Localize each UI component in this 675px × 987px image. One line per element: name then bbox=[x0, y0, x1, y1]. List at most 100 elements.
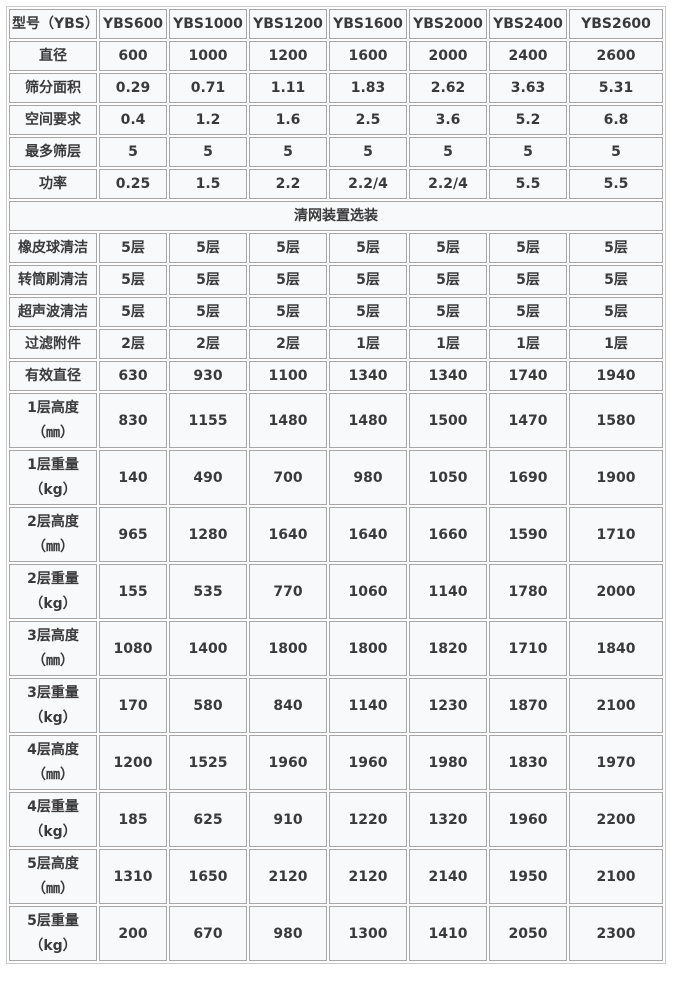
header-cell: YBS600 bbox=[99, 9, 167, 39]
table-row: 2层高度 （㎜） 965 1280 1640 1640 1660 1590 1710 bbox=[9, 507, 663, 562]
row-label-unit: （㎜） bbox=[32, 538, 74, 555]
table-row: 最多筛层 5 5 5 5 5 5 5 bbox=[9, 137, 663, 167]
header-row: 型号（YBS） YBS600 YBS1000 YBS1200 YBS1600 YBS200… bbox=[9, 9, 663, 39]
value-cell: 5层 bbox=[329, 265, 407, 295]
table-row: 橡皮球清洁 5层 5层 5层 5层 5层 5层 5层 bbox=[9, 233, 663, 263]
value-cell: 1640 bbox=[329, 507, 407, 562]
value-cell: 3.6 bbox=[409, 105, 487, 135]
row-label: 有效直径 bbox=[9, 361, 97, 391]
row-label: 3层重量 （kg） bbox=[9, 678, 97, 733]
value-cell: 5 bbox=[569, 137, 663, 167]
row-label-main: 3层重量 bbox=[27, 684, 79, 701]
value-cell: 5.2 bbox=[489, 105, 567, 135]
row-label: 筛分面积 bbox=[9, 73, 97, 103]
value-cell: 1层 bbox=[329, 329, 407, 359]
value-cell: 1080 bbox=[99, 621, 167, 676]
value-cell: 1050 bbox=[409, 450, 487, 505]
value-cell: 1200 bbox=[99, 735, 167, 790]
value-cell: 1660 bbox=[409, 507, 487, 562]
row-label: 4层高度 （㎜） bbox=[9, 735, 97, 790]
value-cell: 490 bbox=[169, 450, 247, 505]
value-cell: 1470 bbox=[489, 393, 567, 448]
value-cell: 965 bbox=[99, 507, 167, 562]
value-cell: 1140 bbox=[329, 678, 407, 733]
row-label: 直径 bbox=[9, 41, 97, 71]
value-cell: 2050 bbox=[489, 906, 567, 961]
value-cell: 5 bbox=[249, 137, 327, 167]
value-cell: 1525 bbox=[169, 735, 247, 790]
row-label-main: 1层高度 bbox=[27, 399, 79, 416]
header-cell: YBS2000 bbox=[409, 9, 487, 39]
value-cell: 1780 bbox=[489, 564, 567, 619]
section-title: 清网装置选装 bbox=[9, 201, 663, 231]
row-label-main: 2层重量 bbox=[27, 570, 79, 587]
value-cell: 1100 bbox=[249, 361, 327, 391]
value-cell: 2120 bbox=[249, 849, 327, 904]
value-cell: 1800 bbox=[249, 621, 327, 676]
row-label: 3层高度 （㎜） bbox=[9, 621, 97, 676]
value-cell: 5层 bbox=[489, 265, 567, 295]
value-cell: 1580 bbox=[569, 393, 663, 448]
value-cell: 5 bbox=[329, 137, 407, 167]
value-cell: 1600 bbox=[329, 41, 407, 71]
value-cell: 670 bbox=[169, 906, 247, 961]
row-label-main: 4层高度 bbox=[27, 741, 79, 758]
value-cell: 1480 bbox=[329, 393, 407, 448]
value-cell: 1500 bbox=[409, 393, 487, 448]
value-cell: 2600 bbox=[569, 41, 663, 71]
value-cell: 5.5 bbox=[489, 169, 567, 199]
value-cell: 2100 bbox=[569, 678, 663, 733]
value-cell: 5层 bbox=[99, 297, 167, 327]
value-cell: 2.2/4 bbox=[329, 169, 407, 199]
table-row: 3层重量 （kg） 170 580 840 1140 1230 1870 2100 bbox=[9, 678, 663, 733]
value-cell: 1层 bbox=[569, 329, 663, 359]
value-cell: 700 bbox=[249, 450, 327, 505]
table-row: 有效直径 630 930 1100 1340 1340 1740 1940 bbox=[9, 361, 663, 391]
value-cell: 5层 bbox=[329, 233, 407, 263]
value-cell: 1340 bbox=[329, 361, 407, 391]
value-cell: 5层 bbox=[249, 297, 327, 327]
row-label: 2层高度 （㎜） bbox=[9, 507, 97, 562]
row-label-unit: （kg） bbox=[29, 709, 77, 726]
value-cell: 910 bbox=[249, 792, 327, 847]
row-label-unit: （kg） bbox=[29, 481, 77, 498]
table-row: 功率 0.25 1.5 2.2 2.2/4 2.2/4 5.5 5.5 bbox=[9, 169, 663, 199]
header-label-cell: 型号（YBS） bbox=[9, 9, 99, 39]
row-label-unit: （kg） bbox=[29, 937, 77, 954]
value-cell: 155 bbox=[99, 564, 167, 619]
value-cell: 5 bbox=[489, 137, 567, 167]
row-label-main: 4层重量 bbox=[27, 798, 79, 815]
value-cell: 1710 bbox=[569, 507, 663, 562]
value-cell: 1410 bbox=[409, 906, 487, 961]
header-cell: YBS1600 bbox=[329, 9, 407, 39]
value-cell: 0.4 bbox=[99, 105, 167, 135]
table-row: 4层重量 （kg） 185 625 910 1220 1320 1960 2200 bbox=[9, 792, 663, 847]
value-cell: 1950 bbox=[489, 849, 567, 904]
value-cell: 2140 bbox=[409, 849, 487, 904]
table-row: 空间要求 0.4 1.2 1.6 2.5 3.6 5.2 6.8 bbox=[9, 105, 663, 135]
row-label: 最多筛层 bbox=[9, 137, 97, 167]
value-cell: 170 bbox=[99, 678, 167, 733]
value-cell: 5层 bbox=[409, 265, 487, 295]
value-cell: 535 bbox=[169, 564, 247, 619]
value-cell: 2200 bbox=[569, 792, 663, 847]
row-label: 超声波清洁 bbox=[9, 297, 97, 327]
row-label-unit: （kg） bbox=[29, 595, 77, 612]
value-cell: 200 bbox=[99, 906, 167, 961]
value-cell: 5层 bbox=[169, 233, 247, 263]
section-row: 清网装置选装 bbox=[9, 201, 663, 231]
value-cell: 1300 bbox=[329, 906, 407, 961]
value-cell: 600 bbox=[99, 41, 167, 71]
value-cell: 2层 bbox=[169, 329, 247, 359]
value-cell: 1870 bbox=[489, 678, 567, 733]
value-cell: 5层 bbox=[569, 265, 663, 295]
value-cell: 0.71 bbox=[169, 73, 247, 103]
value-cell: 1000 bbox=[169, 41, 247, 71]
row-label: 5层重量 （kg） bbox=[9, 906, 97, 961]
value-cell: 1840 bbox=[569, 621, 663, 676]
header-cell: YBS2600 bbox=[569, 9, 663, 39]
value-cell: 6.8 bbox=[569, 105, 663, 135]
value-cell: 1340 bbox=[409, 361, 487, 391]
value-cell: 5层 bbox=[569, 233, 663, 263]
table-row: 超声波清洁 5层 5层 5层 5层 5层 5层 5层 bbox=[9, 297, 663, 327]
